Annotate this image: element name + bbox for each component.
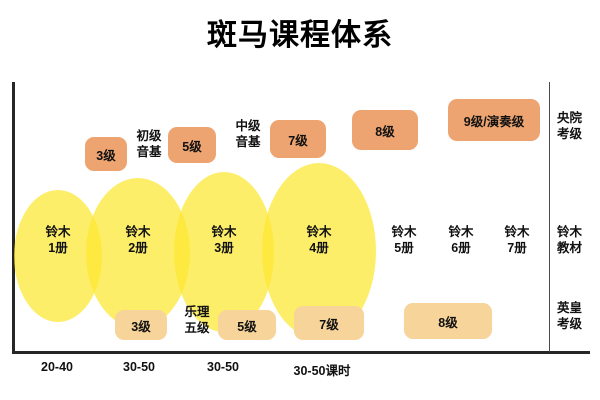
- suzuki-book-5-label: 铃木 5册: [391, 225, 417, 255]
- abrsm-exam-grade-box-3[interactable]: 3级: [115, 310, 167, 340]
- row-label-abrsm-exam: 英皇 考级: [557, 301, 583, 331]
- central-exam-grade-box-8[interactable]: 8级: [352, 110, 418, 150]
- row-label-suzuki: 铃木 教材: [557, 225, 583, 255]
- abrsm-exam-annotation-theory-grade-5: 乐理 五级: [184, 305, 210, 335]
- central-exam-annotation-primary-theory: 初级 音基: [136, 129, 162, 159]
- row-label-central-exam: 央院 考级: [557, 111, 583, 141]
- suzuki-book-3-label: 铃木 3册: [211, 225, 237, 255]
- central-exam-grade-box-3[interactable]: 3级: [85, 137, 127, 171]
- suzuki-book-1-label: 铃木 1册: [45, 225, 71, 255]
- duration-label-4: 30-50课时: [293, 364, 351, 378]
- suzuki-book-2-label: 铃木 2册: [125, 225, 151, 255]
- abrsm-exam-grade-box-5[interactable]: 5级: [218, 310, 276, 340]
- duration-label-1: 20-40: [41, 360, 73, 374]
- suzuki-ellipse-2: [86, 178, 190, 328]
- page-title: 斑马课程体系: [207, 19, 393, 52]
- suzuki-ellipse-3: [174, 172, 274, 332]
- duration-label-2: 30-50: [123, 360, 155, 374]
- duration-label-3: 30-50: [207, 360, 239, 374]
- row-label-divider-line: [549, 82, 551, 352]
- central-exam-grade-box-5[interactable]: 5级: [168, 127, 216, 163]
- abrsm-exam-grade-box-8[interactable]: 8级: [404, 303, 492, 339]
- suzuki-book-4-label: 铃木 4册: [306, 225, 332, 255]
- central-exam-annotation-intermediate-theory: 中级 音基: [235, 119, 261, 149]
- axis-line-horizontal: [12, 351, 590, 354]
- central-exam-grade-box-9[interactable]: 9级/演奏级: [448, 99, 540, 141]
- suzuki-book-6-label: 铃木 6册: [448, 225, 474, 255]
- suzuki-book-7-label: 铃木 7册: [504, 225, 530, 255]
- abrsm-exam-grade-box-7[interactable]: 7级: [294, 306, 364, 340]
- axis-line-vertical: [12, 82, 15, 354]
- central-exam-grade-box-7[interactable]: 7级: [270, 120, 326, 158]
